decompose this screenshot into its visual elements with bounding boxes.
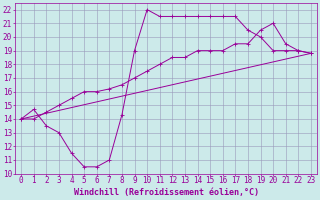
X-axis label: Windchill (Refroidissement éolien,°C): Windchill (Refroidissement éolien,°C)	[74, 188, 259, 197]
